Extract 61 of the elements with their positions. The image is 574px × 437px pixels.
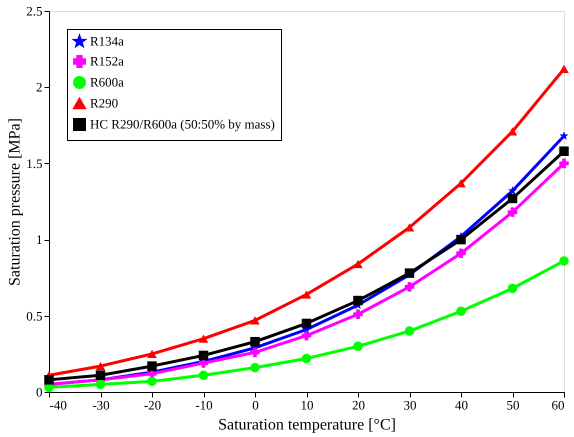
point xyxy=(250,336,260,346)
point xyxy=(508,284,518,294)
point xyxy=(456,248,466,258)
x-tick-label: 10 xyxy=(300,398,314,412)
point xyxy=(96,370,106,380)
legend-label: R134a xyxy=(90,34,124,48)
point xyxy=(250,316,260,324)
point xyxy=(198,350,208,360)
point xyxy=(302,354,312,364)
point xyxy=(147,376,157,386)
y-tick-label: 1.5 xyxy=(26,156,42,171)
point xyxy=(353,342,363,352)
x-tick-label: -30 xyxy=(92,398,110,412)
point xyxy=(559,131,569,140)
point xyxy=(456,234,466,244)
point xyxy=(508,127,518,136)
point xyxy=(250,348,260,358)
x-tick-label: 60 xyxy=(552,398,564,412)
point xyxy=(353,296,363,306)
x-axis-title: Saturation temperature [°C] xyxy=(218,416,396,434)
point xyxy=(404,282,414,292)
point xyxy=(559,64,569,74)
legend-label: R290 xyxy=(90,96,118,110)
point xyxy=(404,223,414,232)
y-tick-label: 0.5 xyxy=(26,308,42,324)
x-tick-label: 50 xyxy=(506,398,520,412)
point xyxy=(96,380,106,390)
point xyxy=(302,318,312,328)
y-tick-label: 0 xyxy=(36,384,42,400)
point xyxy=(198,370,208,380)
point xyxy=(147,361,157,371)
point xyxy=(96,362,106,370)
y-tick-label: 2.5 xyxy=(26,4,42,18)
x-tick-label: 30 xyxy=(404,398,416,412)
x-tick-label: 20 xyxy=(352,398,365,412)
y-tick-label: 2 xyxy=(36,80,42,95)
point xyxy=(198,334,208,343)
point xyxy=(456,306,466,316)
point xyxy=(559,146,569,156)
point xyxy=(147,350,157,358)
point xyxy=(250,362,260,372)
x-tick-label: -20 xyxy=(144,398,162,412)
point xyxy=(302,330,312,340)
legend-label: R152a xyxy=(90,54,124,68)
point xyxy=(302,290,312,299)
x-tick-label: 40 xyxy=(455,398,468,412)
legend-label: HC R290/R600a (50:50% by mass) xyxy=(90,116,275,132)
point xyxy=(508,207,518,217)
point xyxy=(353,310,363,320)
point xyxy=(559,158,569,168)
legend-label: R600a xyxy=(90,74,124,90)
point xyxy=(353,260,363,268)
x-tick-label: 0 xyxy=(252,398,259,412)
point xyxy=(559,256,569,266)
x-tick-label: -40 xyxy=(50,398,67,412)
y-tick-label: 1 xyxy=(36,232,42,248)
point xyxy=(404,326,414,336)
x-tick-label: -10 xyxy=(195,398,213,412)
point xyxy=(44,375,54,385)
point xyxy=(508,194,518,204)
y-axis-title: Saturation pressure [MPa] xyxy=(6,118,24,286)
